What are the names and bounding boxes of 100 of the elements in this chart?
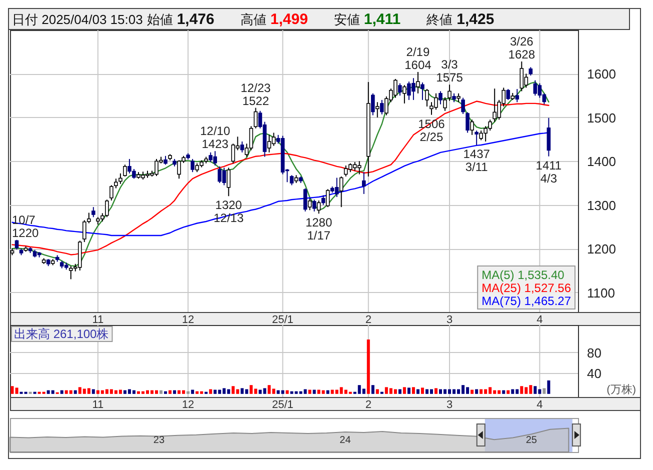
candlestick — [402, 84, 406, 104]
candlestick — [461, 97, 465, 114]
bar — [434, 388, 438, 394]
bar — [420, 388, 424, 394]
bar — [214, 390, 217, 394]
y-tick-label: 1400 — [587, 154, 616, 170]
candlestick — [208, 152, 213, 163]
y-tick-label: 1600 — [587, 66, 616, 82]
y-tick-label: 1200 — [587, 242, 616, 257]
text: MA(5) 1,535.40 — [482, 268, 565, 282]
candlestick — [474, 130, 478, 146]
candlestick — [375, 102, 380, 118]
bar — [290, 391, 294, 394]
text: 1,476 — [176, 11, 214, 28]
candlestick — [398, 82, 402, 96]
candlestick — [506, 88, 510, 100]
x-tick-label: 23 — [153, 435, 165, 446]
x-tick-label: 11 — [92, 399, 104, 411]
x-tick-label: 12 — [182, 399, 194, 411]
bar — [412, 387, 415, 394]
y-tick-label: 1100 — [587, 285, 615, 300]
candlestick — [14, 239, 19, 250]
candlestick — [218, 166, 222, 184]
candlestick — [303, 188, 308, 212]
candlestick — [114, 178, 118, 189]
candlestick — [316, 200, 321, 214]
bar — [520, 386, 524, 394]
candlestick — [321, 194, 326, 206]
text: 1,425 — [456, 11, 494, 28]
candlestick — [272, 132, 276, 146]
candlestick — [470, 119, 474, 136]
text: 終値 — [426, 12, 453, 27]
candlestick — [362, 172, 366, 194]
candlestick — [290, 174, 294, 186]
bar — [168, 390, 172, 394]
bar — [196, 391, 199, 394]
candlestick — [380, 99, 384, 115]
x-tick-label: 2 — [365, 399, 372, 411]
candlestick — [438, 90, 442, 105]
candlestick — [334, 177, 339, 198]
candlestick — [520, 60, 524, 92]
candlestick — [190, 158, 194, 173]
bar — [232, 386, 235, 394]
candlestick — [249, 126, 254, 151]
x-tick-label: 2 — [365, 314, 372, 326]
x-tick-label: 25/1 — [272, 399, 294, 411]
candlestick — [326, 188, 330, 208]
candlestick — [425, 88, 429, 108]
annotation: 1411 4/3 — [536, 158, 562, 186]
candlestick — [231, 143, 236, 164]
candlestick — [110, 184, 114, 202]
y-tick-label: 80 — [587, 345, 602, 360]
bar — [407, 388, 410, 394]
candlestick — [492, 88, 497, 122]
bar — [470, 390, 474, 394]
candlestick — [443, 96, 447, 112]
candlestick — [91, 206, 96, 218]
bar — [191, 390, 194, 394]
text: 日付 2025/04/03 15:03 — [12, 12, 143, 27]
x-tick-label: 24 — [340, 435, 352, 446]
bar — [240, 388, 244, 394]
bar — [430, 389, 433, 394]
bar — [475, 389, 478, 394]
x-tick-label: 3 — [446, 314, 453, 326]
annotation: 1437 3/11 — [463, 146, 490, 174]
bar — [326, 390, 330, 394]
candlestick — [267, 134, 272, 153]
candlestick — [357, 160, 362, 175]
bar — [69, 390, 72, 394]
x-tick-label: 4 — [536, 399, 543, 411]
bar — [276, 390, 280, 394]
annotation: 1280 1/17 — [305, 216, 332, 243]
bar — [511, 389, 514, 394]
x-tick-label: 25/1 — [272, 314, 294, 326]
bar — [398, 389, 402, 394]
candlestick — [254, 107, 258, 129]
candlestick — [123, 164, 127, 177]
bar — [480, 389, 483, 394]
candlestick — [466, 112, 470, 134]
candlestick — [240, 140, 244, 153]
text: 始値 — [146, 12, 173, 27]
bar — [534, 386, 537, 394]
candlestick — [416, 71, 420, 94]
chart-title: 出来高 261,100株 — [14, 327, 109, 341]
bar — [87, 388, 90, 394]
text: MA(75) 1,465.27 — [482, 294, 572, 308]
text: 1,499 — [270, 11, 308, 28]
bar — [366, 340, 370, 394]
annotation: 3/3 1575 — [436, 58, 464, 85]
text: 1,411 — [364, 11, 401, 28]
candlestick — [538, 82, 542, 98]
annotation: 3/26 1628 — [508, 34, 536, 62]
text: 安値 — [334, 12, 360, 27]
candlestick — [308, 198, 312, 211]
annotation: 12/23 1522 — [240, 80, 272, 108]
bar — [312, 390, 316, 394]
bar — [186, 391, 190, 394]
candlestick — [344, 165, 348, 177]
bar — [164, 391, 168, 394]
bar — [439, 389, 442, 394]
